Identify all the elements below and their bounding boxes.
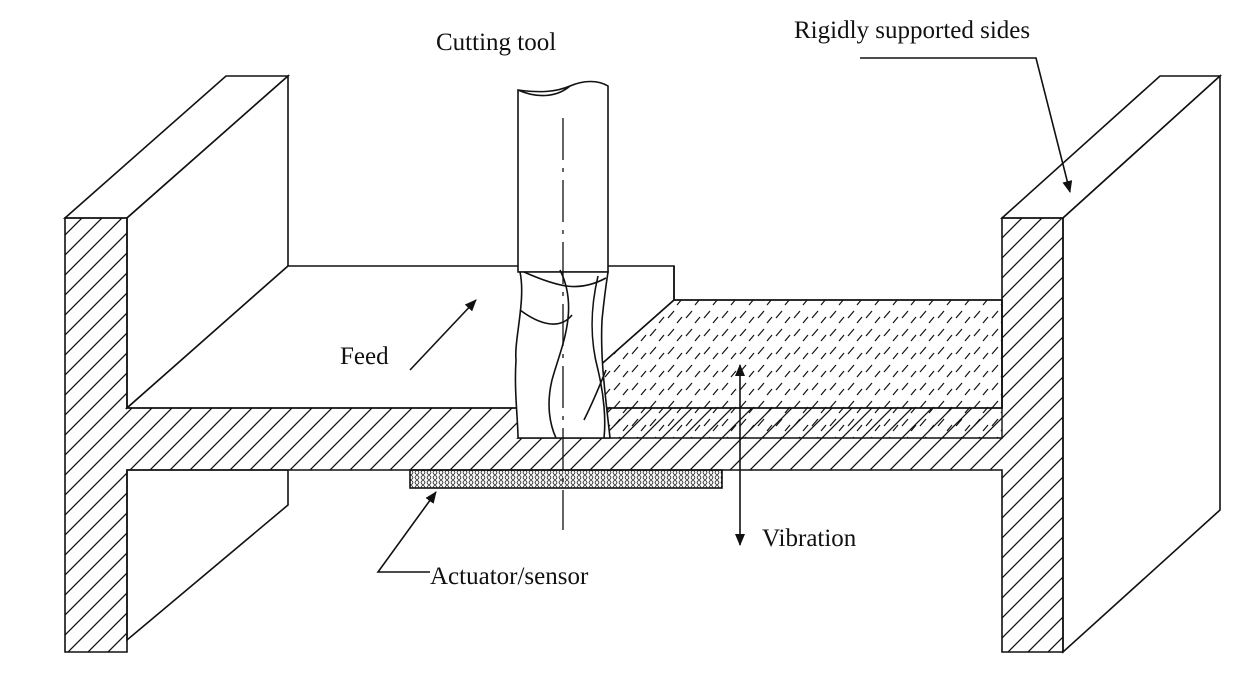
rigid-sides-leader [860, 57, 1073, 193]
feed-label: Feed [340, 343, 389, 370]
actuator-sensor-patch [409, 469, 723, 489]
feed-arrow [409, 299, 477, 371]
cutting-tool [514, 80, 611, 530]
material-stock [516, 299, 1003, 439]
right-wall [999, 74, 1223, 654]
vibration-label: Vibration [762, 525, 857, 552]
rigid-sides-label: Rigidly supported sides [794, 17, 1030, 44]
left-wall [62, 74, 291, 642]
actuator-leader [376, 491, 437, 573]
actuator-label: Actuator/sensor [430, 563, 589, 590]
cutting-tool-label: Cutting tool [436, 29, 556, 56]
